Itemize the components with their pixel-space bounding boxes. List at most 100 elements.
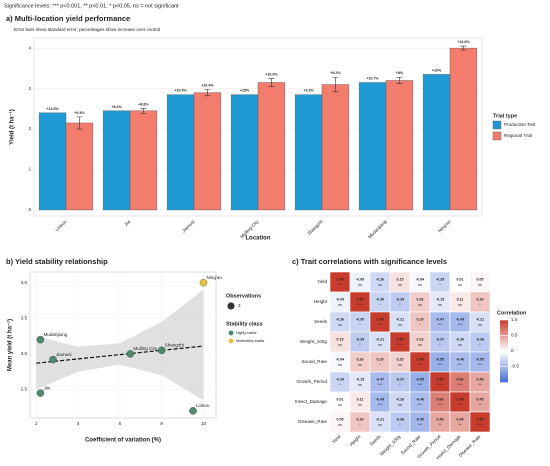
colorbar-step <box>500 327 508 330</box>
cell-value: -0.55 <box>416 377 424 381</box>
cell-value: 0.01 <box>457 277 464 281</box>
cell-value: 0.15 <box>397 277 404 281</box>
increase-label: +8% <box>396 71 404 75</box>
cell-significance: * <box>439 283 441 287</box>
x-tick-label: Linkou <box>54 219 67 232</box>
x-axis-label: Coefficient of variation (%) <box>85 438 161 444</box>
cell-value: -0.49 <box>456 317 464 321</box>
increase-label: +10.9% <box>265 72 278 76</box>
point <box>189 407 197 415</box>
cell-significance: * <box>439 343 441 347</box>
cell-significance: * <box>419 323 421 327</box>
row-label: Sound_Rate <box>301 359 327 364</box>
cell-significance: ns <box>378 423 382 427</box>
cell-significance: ns <box>458 303 462 307</box>
colorbar-step <box>500 354 508 356</box>
cell-significance: *** <box>458 323 463 327</box>
cell-value: 1.00 <box>377 317 384 321</box>
point <box>157 346 166 355</box>
increase-label: +8.2% <box>111 105 122 109</box>
cell-significance: *** <box>418 423 423 427</box>
colorbar-step <box>500 343 508 346</box>
point <box>36 335 45 344</box>
cell-significance: ns <box>398 403 402 407</box>
colorbar-step <box>500 358 508 361</box>
cell-value: -0.21 <box>476 317 484 321</box>
colorbar-step <box>500 357 508 360</box>
colorbar-step <box>500 321 508 324</box>
cell-value: -0.36 <box>476 337 484 341</box>
colorbar-step <box>500 366 508 369</box>
increase-label: +10.4% <box>201 83 214 87</box>
legend-label: Production Test <box>504 122 536 127</box>
cell-significance: *** <box>418 363 423 367</box>
cell-significance: * <box>399 423 401 427</box>
cell-value: -0.47 <box>376 377 384 381</box>
point <box>199 278 208 287</box>
legend-label: Regional Trial <box>504 133 532 138</box>
point <box>49 355 57 364</box>
point-label: Shangzhi <box>165 343 184 348</box>
colorbar-label: 0.5 <box>511 333 518 338</box>
cell-value: 0.45 <box>477 397 484 401</box>
col-label: Seeds <box>369 434 382 447</box>
col-label: Height <box>349 434 362 447</box>
cell-significance: ns <box>338 323 342 327</box>
cell-value: 0.29 <box>377 357 384 361</box>
colorbar-step <box>500 368 508 370</box>
cell-value: -0.15 <box>436 297 444 301</box>
cell-value: 0.29 <box>417 317 424 321</box>
caption: Significance levels: *** p<0.001, ** p<0… <box>4 3 179 9</box>
x-tick-label: Ning'an <box>437 219 452 234</box>
colorbar-step <box>500 347 508 350</box>
cell-value: 0.45 <box>477 377 484 381</box>
cell-value: 0.23 <box>397 357 404 361</box>
cell-significance: ns <box>458 343 462 347</box>
cell-value: 0.26 <box>357 357 364 361</box>
cell-value: 1.00 <box>397 337 404 341</box>
error-bar <box>396 76 403 85</box>
point-label: Jixi <box>43 385 50 390</box>
cell-value: -0.46 <box>416 397 424 401</box>
bar <box>129 110 158 211</box>
cell-significance: *** <box>358 303 363 307</box>
cell-significance: ns <box>378 343 382 347</box>
bar <box>385 80 414 211</box>
cell-significance: ns <box>338 363 342 367</box>
error-bar <box>460 45 467 51</box>
cell-significance: ns <box>418 343 422 347</box>
cell-value: -0.35 <box>396 297 404 301</box>
cell-value: 0.66 <box>437 397 444 401</box>
x-tick-label: Jixi <box>123 219 131 227</box>
cell-significance: ns <box>378 283 382 287</box>
cell-significance: * <box>379 303 381 307</box>
colorbar-step <box>500 324 508 327</box>
cell-significance: ns <box>478 283 482 287</box>
cell-significance: *** <box>418 383 423 387</box>
cell-value: -0.26 <box>456 337 464 341</box>
cell-value: -0.09 <box>356 277 364 281</box>
cell-value: -0.35 <box>356 337 364 341</box>
colorbar-label: -0.5 <box>511 364 519 369</box>
cell-significance: * <box>359 323 361 327</box>
legend-swatch <box>228 338 234 344</box>
x-tick-label: Jiamusi <box>181 219 196 234</box>
y-tick-label: 3.5 <box>21 316 28 321</box>
cell-value: -0.36 <box>396 417 404 421</box>
cell-value: 0.45 <box>457 417 464 421</box>
point-label: Mulling City <box>133 346 157 351</box>
cell-significance: ns <box>458 283 462 287</box>
increase-label: +9.2% <box>330 71 341 75</box>
row-label: Insect_Damage <box>295 399 328 404</box>
cell-value: 1.00 <box>417 357 424 361</box>
bar <box>294 94 323 211</box>
colorbar-step <box>500 374 508 377</box>
cell-value: 0.01 <box>337 397 344 401</box>
y-tick-label: 3.0 <box>21 351 28 356</box>
colorbar-step <box>500 338 508 341</box>
increase-label: +10.4% <box>174 89 187 93</box>
cell-value: -0.37 <box>396 377 404 381</box>
x-tick-label: 2 <box>35 421 38 426</box>
cell-significance: *** <box>458 403 463 407</box>
cell-value: -0.50 <box>476 357 484 361</box>
